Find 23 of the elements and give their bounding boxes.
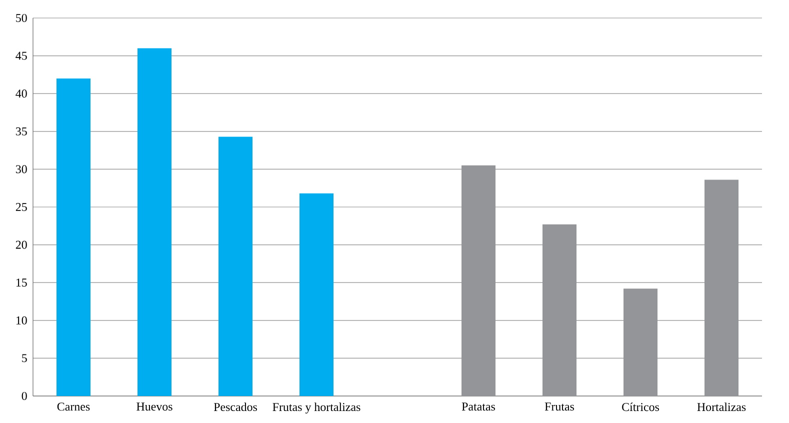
bar <box>300 193 334 396</box>
x-tick-label: Hortalizas <box>697 402 746 412</box>
y-tick-label: 0 <box>22 392 27 400</box>
x-tick-label: Carnes <box>57 402 90 411</box>
bar <box>56 78 90 396</box>
bar <box>218 136 252 396</box>
y-tick-label: 20 <box>16 240 27 249</box>
y-tick-label: 40 <box>16 90 27 98</box>
y-tick-label: 30 <box>16 165 27 174</box>
y-tick-label: 5 <box>22 354 27 362</box>
y-tick-label: 15 <box>16 278 27 287</box>
x-tick-label: Frutas y hortalizas <box>272 402 360 414</box>
y-tick-label: 50 <box>16 14 27 22</box>
y-tick-label: 25 <box>16 202 27 212</box>
y-tick-label: 35 <box>16 127 27 136</box>
x-tick-label: Pescados <box>214 402 257 412</box>
y-tick-label: 45 <box>16 52 27 60</box>
bar <box>138 48 172 396</box>
x-tick-label: Frutas <box>544 402 574 411</box>
y-tick-label: 10 <box>16 316 27 324</box>
x-tick-label: Patatas <box>462 402 496 411</box>
x-tick-label: Cítricos <box>622 402 660 412</box>
x-tick-label: Huevos <box>136 402 172 411</box>
